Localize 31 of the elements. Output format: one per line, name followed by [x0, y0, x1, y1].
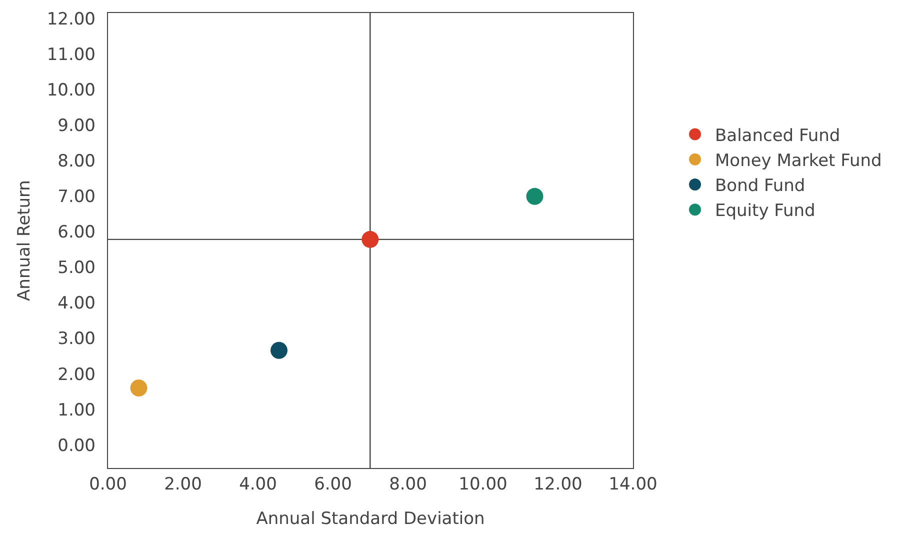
x-axis-title: Annual Standard Deviation [256, 508, 485, 529]
y-tick-label: 10.00 [46, 80, 96, 100]
point [362, 230, 379, 248]
y-tick-label: 4.00 [58, 294, 96, 314]
y-tick-label: 6.00 [58, 222, 96, 243]
y-tick-label: 5.00 [58, 258, 96, 278]
x-tick-label: 4.00 [239, 474, 277, 494]
point [526, 188, 544, 205]
y-tick-label: 7.00 [58, 187, 96, 208]
y-tick-label: 1.00 [58, 400, 96, 420]
y-tick-label: 8.00 [58, 151, 96, 172]
legend-label: Equity Fund [715, 201, 816, 222]
y-tick-label: 2.00 [58, 364, 96, 385]
x-tick-label: 6.00 [314, 474, 352, 494]
x-tick-label: 0.00 [89, 474, 127, 494]
legend-label: Bond Fund [715, 176, 806, 196]
legend-label: Balanced Fund [715, 126, 840, 146]
x-tick-label: 2.00 [164, 474, 202, 494]
y-tick-label: 9.00 [58, 116, 96, 136]
x-tick-label: 12.00 [534, 474, 582, 494]
x-tick-label: 10.00 [458, 474, 508, 494]
y-tick-label: 3.00 [58, 329, 96, 350]
point [270, 342, 288, 359]
legend-label: Money Market Fund [715, 151, 882, 172]
x-tick-label: 14.00 [608, 474, 658, 494]
x-tick-label: 8.00 [389, 474, 427, 494]
y-tick-label: 0.00 [58, 436, 96, 456]
point [130, 380, 148, 397]
y-tick-label: 11.00 [46, 44, 96, 65]
y-axis-title: Annual Return [14, 180, 34, 301]
y-tick-label: 12.00 [46, 9, 96, 30]
